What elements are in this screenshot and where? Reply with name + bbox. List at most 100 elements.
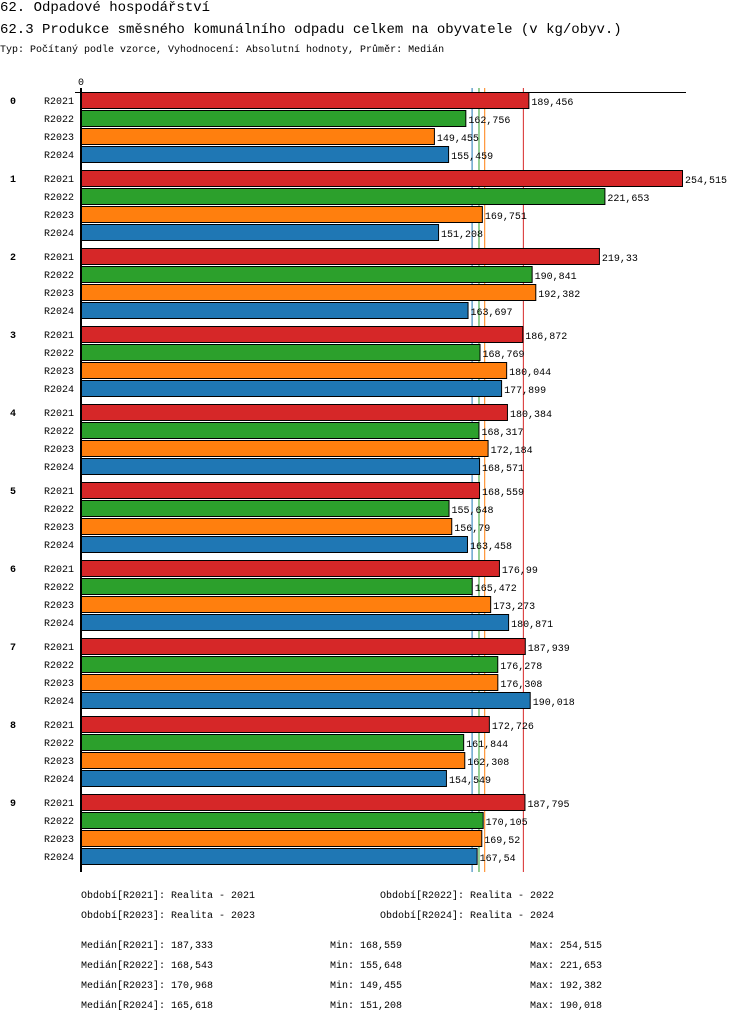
bar-R2022-2 — [81, 266, 533, 283]
series-label: R2023 — [44, 445, 74, 456]
category-label: 3 — [10, 331, 16, 342]
series-label: R2021 — [44, 721, 74, 732]
data-label: 154,549 — [449, 776, 491, 787]
bar-R2023-3 — [81, 362, 508, 379]
median-stat: Medián[R2024]: 165,618 — [81, 1000, 213, 1012]
legend-entry: Období[R2024]: Realita - 2024 — [380, 910, 554, 922]
series-label: R2021 — [44, 799, 74, 810]
data-label: 254,515 — [685, 176, 727, 187]
chart-title: 62.3 Produkce směsného komunálního odpad… — [0, 22, 622, 38]
data-label: 172,184 — [491, 446, 533, 457]
series-label: R2021 — [44, 97, 74, 108]
series-label: R2023 — [44, 133, 74, 144]
series-label: R2024 — [44, 463, 74, 474]
series-label: R2021 — [44, 175, 74, 186]
series-label: R2022 — [44, 661, 74, 672]
series-label: R2022 — [44, 115, 74, 126]
max-stat: Max: 192,382 — [530, 981, 602, 992]
bar-R2024-9 — [81, 848, 478, 865]
series-label: R2024 — [44, 775, 74, 786]
bar-R2023-0 — [81, 128, 435, 145]
data-label: 176,278 — [500, 662, 542, 673]
bar-R2022-7 — [81, 656, 499, 673]
page-title: 62. Odpadové hospodářství — [0, 0, 211, 16]
series-label: R2023 — [44, 211, 74, 222]
series-label: R2022 — [44, 271, 74, 282]
data-label: 186,872 — [525, 332, 567, 343]
series-label: R2022 — [44, 505, 74, 516]
series-label: R2022 — [44, 583, 74, 594]
data-label: 167,54 — [480, 854, 516, 865]
bar-R2021-9 — [81, 794, 526, 811]
bar-R2024-2 — [81, 302, 469, 319]
data-label: 180,384 — [510, 410, 552, 421]
data-label: 156,79 — [454, 524, 490, 535]
data-label: 165,472 — [475, 584, 517, 595]
data-label: 169,52 — [484, 836, 520, 847]
bar-R2021-1 — [81, 170, 683, 187]
data-label: 168,317 — [481, 428, 523, 439]
bar-R2023-9 — [81, 830, 483, 847]
bar-R2021-4 — [81, 404, 508, 421]
bar-R2023-8 — [81, 752, 466, 769]
category-label: 1 — [10, 175, 16, 186]
series-label: R2022 — [44, 739, 74, 750]
legend-entry: Období[R2021]: Realita - 2021 — [81, 890, 255, 902]
data-label: 180,044 — [509, 368, 551, 379]
series-label: R2022 — [44, 193, 74, 204]
series-label: R2021 — [44, 565, 74, 576]
median-stat: Medián[R2021]: 187,333 — [81, 940, 213, 952]
data-label: 169,751 — [485, 212, 527, 223]
series-label: R2021 — [44, 643, 74, 654]
data-label: 168,769 — [483, 350, 525, 361]
bar-R2022-5 — [81, 500, 450, 517]
series-label: R2024 — [44, 385, 74, 396]
bar-R2021-0 — [81, 92, 530, 109]
data-label: 162,756 — [468, 116, 510, 127]
data-label: 177,899 — [504, 386, 546, 397]
bar-R2021-8 — [81, 716, 490, 733]
series-label: R2023 — [44, 289, 74, 300]
series-label: R2024 — [44, 697, 74, 708]
data-label: 149,455 — [437, 134, 479, 145]
data-label: 172,726 — [492, 722, 534, 733]
data-label: 180,871 — [511, 620, 553, 631]
data-label: 155,459 — [451, 152, 493, 163]
series-label: R2023 — [44, 835, 74, 846]
bar-R2024-7 — [81, 692, 531, 709]
bar-R2021-2 — [81, 248, 600, 265]
data-label: 162,308 — [467, 758, 509, 769]
x-tick-label: 0 — [78, 78, 84, 89]
series-label: R2023 — [44, 367, 74, 378]
median-stat: Medián[R2022]: 168,543 — [81, 960, 213, 972]
bar-R2023-2 — [81, 284, 537, 301]
series-label: R2024 — [44, 229, 74, 240]
data-label: 168,571 — [482, 464, 524, 475]
chart-meta: Typ: Počítaný podle vzorce, Vyhodnocení:… — [0, 45, 445, 56]
min-stat: Min: 155,648 — [330, 960, 402, 972]
data-label: 219,33 — [602, 254, 638, 265]
series-label: R2021 — [44, 253, 74, 264]
series-label: R2024 — [44, 619, 74, 630]
data-label: 151,208 — [441, 230, 483, 241]
bar-R2023-7 — [81, 674, 499, 691]
category-label: 8 — [10, 721, 16, 732]
max-stat: Max: 254,515 — [530, 941, 602, 952]
data-label: 168,559 — [482, 488, 524, 499]
data-label: 155,648 — [452, 506, 494, 517]
bar-R2022-9 — [81, 812, 484, 829]
data-label: 189,456 — [531, 98, 573, 109]
bar-R2024-6 — [81, 614, 510, 631]
series-label: R2021 — [44, 331, 74, 342]
max-stat: Max: 190,018 — [530, 1001, 602, 1012]
series-label: R2021 — [44, 487, 74, 498]
series-label: R2022 — [44, 427, 74, 438]
bar-R2024-0 — [81, 146, 450, 163]
bar-R2021-3 — [81, 326, 524, 343]
bar-R2023-1 — [81, 206, 483, 223]
category-label: 4 — [10, 409, 16, 420]
data-label: 192,382 — [538, 290, 580, 301]
bar-R2024-3 — [81, 380, 503, 397]
bar-R2022-3 — [81, 344, 481, 361]
series-label: R2024 — [44, 541, 74, 552]
